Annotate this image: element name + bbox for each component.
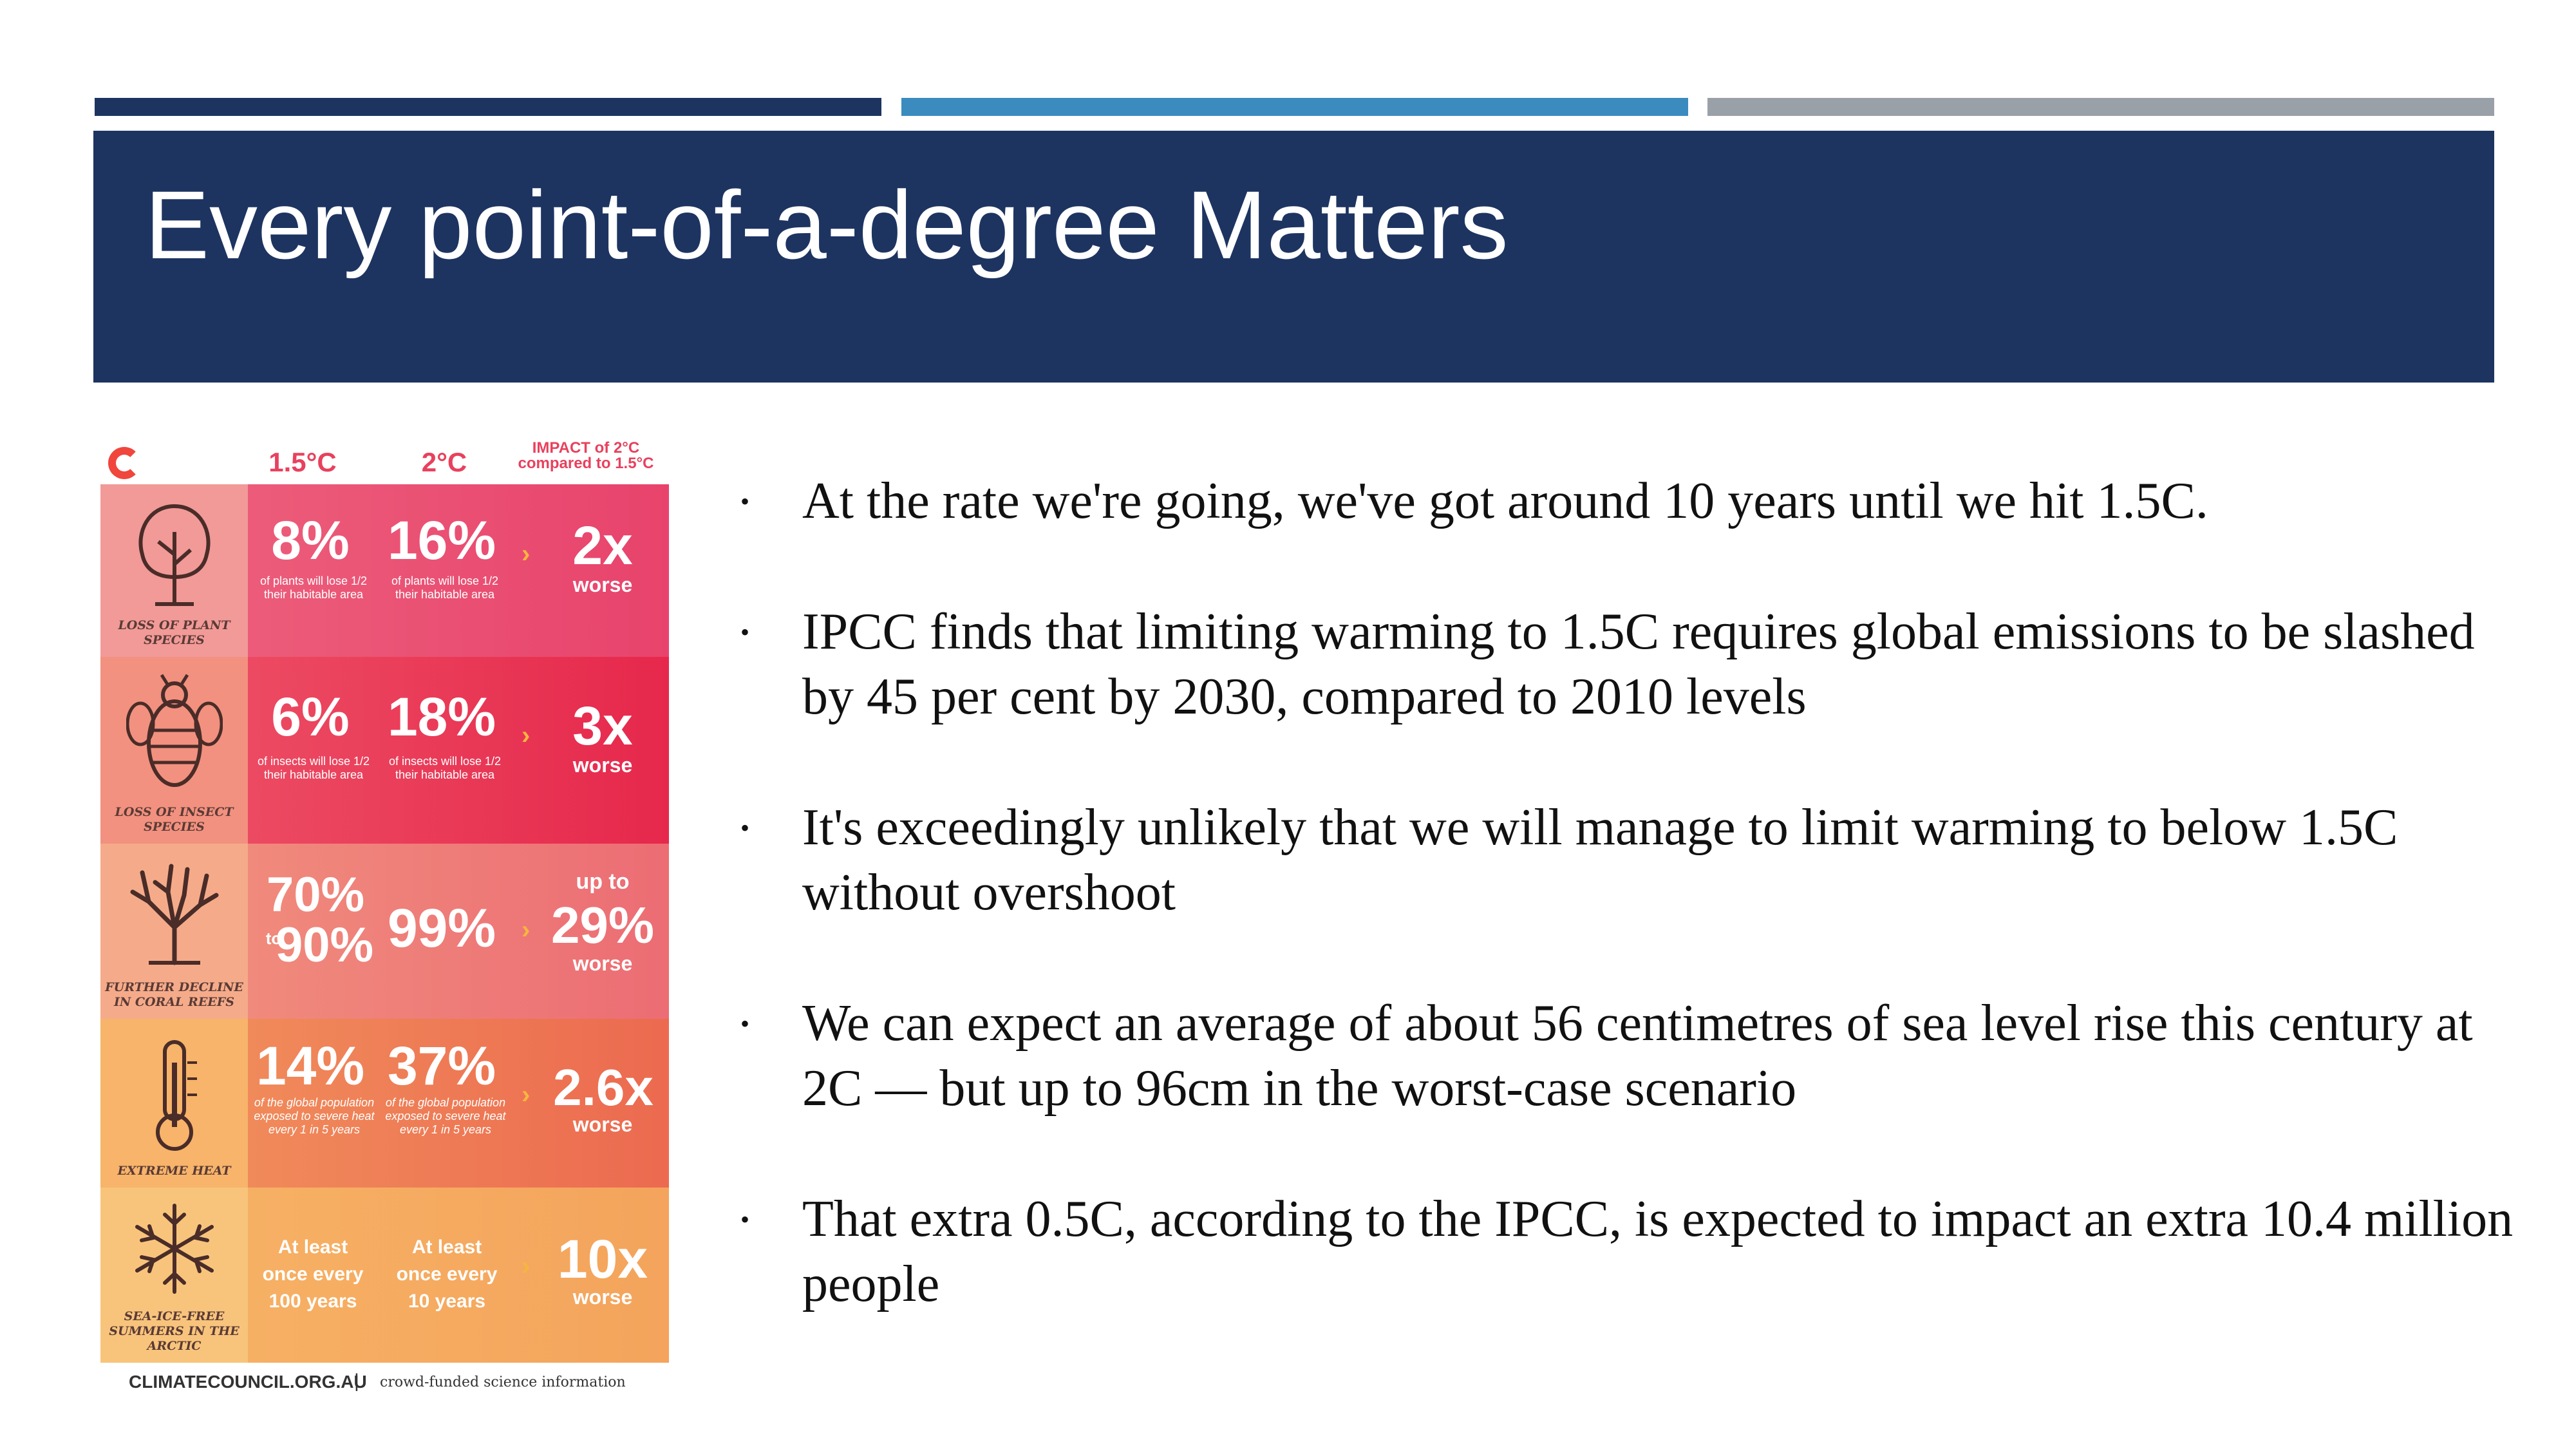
value-2c: 37% — [387, 1036, 496, 1096]
value-range-to: to — [265, 929, 282, 948]
value-1-5c: 14% — [256, 1036, 365, 1096]
value-1-5c: At least once every 100 years — [262, 1236, 364, 1312]
impact-suffix: worse — [572, 753, 633, 777]
bullet-text: IPCC finds that limiting warming to 1.5C… — [802, 603, 2475, 725]
row-label: FURTHER DECLINE IN CORAL REEFS — [105, 980, 243, 1009]
row-label: LOSS OF PLANT SPECIES — [118, 618, 230, 647]
bullet-dot-icon: • — [740, 487, 750, 516]
bullet-dot-icon: • — [740, 1205, 750, 1234]
value-note-2c: of insects will lose 1/2 their habitable… — [388, 755, 502, 781]
column-header-impact: IMPACT of 2°C compared to 1.5°C — [518, 439, 654, 472]
bullet-text: It's exceedingly unlikely that we will m… — [802, 799, 2398, 921]
row-label: LOSS OF INSECT SPECIES — [115, 805, 234, 834]
value-2c: 18% — [387, 687, 496, 747]
icon-cell: EXTREME HEAT — [100, 1019, 248, 1188]
bullet-list: • At the rate we're going, we've got arou… — [740, 469, 2517, 1383]
icon-cell: FURTHER DECLINE IN CORAL REEFS — [100, 844, 248, 1019]
impact-value: 10x — [557, 1229, 648, 1289]
climate-infographic: 1.5°C 2°C IMPACT of 2°C compared to 1.5°… — [97, 433, 669, 1405]
arrow-icon: › — [522, 540, 531, 568]
arrow-icon: › — [522, 1081, 531, 1109]
value-2c: 99% — [387, 898, 496, 958]
arrow-icon: › — [522, 721, 531, 750]
accent-bar-navy — [95, 98, 881, 116]
impact-suffix: worse — [572, 573, 633, 596]
bullet-item: • At the rate we're going, we've got arou… — [740, 469, 2517, 534]
impact-suffix: worse — [572, 1285, 633, 1309]
value-1-5c-upper: 90% — [276, 918, 374, 972]
value-note-2c: of the global population exposed to seve… — [385, 1096, 506, 1136]
icon-cell: SEA-ICE-FREE SUMMERS IN THE ARCTIC — [100, 1188, 248, 1363]
bullet-dot-icon: • — [740, 1009, 750, 1038]
snowflake-icon — [135, 1204, 214, 1294]
climate-council-logo-icon — [108, 447, 140, 479]
footer-tagline: crowd-funded science information — [380, 1374, 626, 1390]
value-2c: 16% — [387, 510, 496, 571]
column-header-1-5c: 1.5°C — [268, 447, 337, 477]
infographic-footer: CLIMATECOUNCIL.ORG.AU | crowd-funded sci… — [97, 1367, 669, 1399]
bullet-text: That extra 0.5C, according to the IPCC, … — [802, 1191, 2514, 1312]
accent-bar-blue — [901, 98, 1688, 116]
value-1-5c: 8% — [271, 510, 350, 571]
row-coral-reefs: FURTHER DECLINE IN CORAL REEFS 70% to 90… — [100, 844, 669, 1019]
arrow-icon: › — [522, 1252, 531, 1280]
icon-cell: LOSS OF PLANT SPECIES — [100, 484, 248, 657]
arrow-icon: › — [522, 916, 531, 944]
value-2c: At least once every 10 years — [396, 1236, 498, 1312]
impact-value: 2.6x — [553, 1059, 653, 1116]
footer-separator: | — [354, 1370, 359, 1392]
value-note-1-5c: of insects will lose 1/2 their habitable… — [257, 755, 370, 781]
value-note-1-5c: of the global population exposed to seve… — [254, 1096, 375, 1136]
impact-value: 2x — [572, 515, 633, 576]
bullet-item: • We can expect an average of about 56 ce… — [740, 991, 2517, 1121]
bullet-text: At the rate we're going, we've got aroun… — [802, 473, 2208, 529]
bee-icon — [126, 674, 223, 787]
slide-title: Every point-of-a-degree Matters — [145, 171, 1509, 279]
coral-icon — [130, 864, 218, 965]
row-plant-species: LOSS OF PLANT SPECIES 8% of plants will … — [100, 484, 669, 657]
bullet-item: • That extra 0.5C, according to the IPCC,… — [740, 1187, 2517, 1317]
row-label: SEA-ICE-FREE SUMMERS IN THE ARCTIC — [109, 1309, 240, 1353]
accent-bar-gray — [1707, 98, 2494, 116]
impact-value: 3x — [572, 696, 633, 756]
bullet-text: We can expect an average of about 56 cen… — [802, 995, 2473, 1117]
row-insect-species: LOSS OF INSECT SPECIES 6% of insects wil… — [100, 657, 669, 844]
value-1-5c: 6% — [271, 687, 350, 747]
thermometer-icon — [155, 1040, 197, 1151]
title-banner: Every point-of-a-degree Matters — [93, 131, 2494, 383]
row-sea-ice: SEA-ICE-FREE SUMMERS IN THE ARCTIC At le… — [100, 1188, 669, 1363]
bullet-item: • It's exceedingly unlikely that we will … — [740, 795, 2517, 925]
bullet-item: • IPCC finds that limiting warming to 1.5… — [740, 600, 2517, 730]
value-note-1-5c: of plants will lose 1/2 their habitable … — [259, 574, 368, 601]
tree-icon — [138, 504, 211, 606]
value-note-2c: of plants will lose 1/2 their habitable … — [391, 574, 499, 601]
impact-suffix: worse — [572, 1113, 633, 1136]
row-extreme-heat: EXTREME HEAT 14% of the global populatio… — [100, 1019, 669, 1188]
icon-cell: LOSS OF INSECT SPECIES — [100, 657, 248, 844]
row-label: EXTREME HEAT — [117, 1164, 231, 1178]
bullet-dot-icon: • — [740, 618, 750, 647]
column-header-2c: 2°C — [421, 447, 467, 477]
impact-suffix: worse — [572, 952, 633, 975]
footer-site: CLIMATECOUNCIL.ORG.AU — [129, 1372, 367, 1392]
value-1-5c: 70% — [267, 867, 365, 922]
impact-value: 29% — [550, 896, 655, 954]
impact-prefix: up to — [576, 869, 630, 894]
bullet-dot-icon: • — [740, 813, 750, 842]
